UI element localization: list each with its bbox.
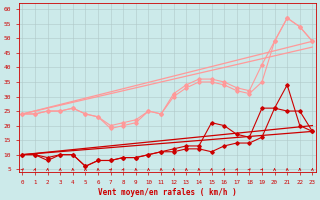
X-axis label: Vent moyen/en rafales ( km/h ): Vent moyen/en rafales ( km/h ) xyxy=(98,188,237,197)
